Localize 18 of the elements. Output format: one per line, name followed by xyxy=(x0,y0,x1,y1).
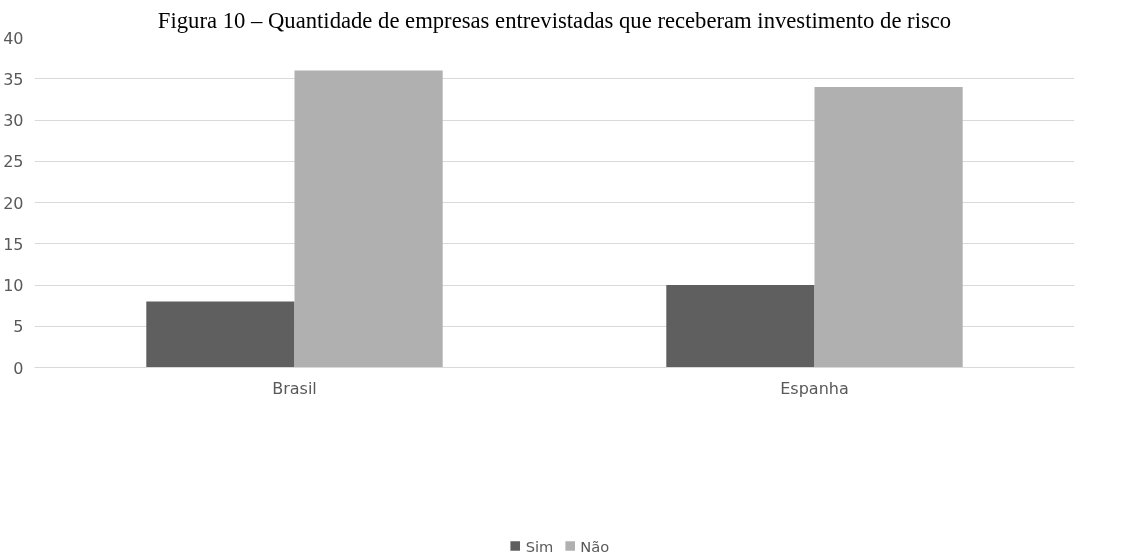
y-tick-label: 15 xyxy=(3,234,24,254)
y-tick-label: 40 xyxy=(3,28,24,48)
y-tick-label: 25 xyxy=(3,152,24,172)
y-tick-label: 35 xyxy=(3,69,24,89)
bar xyxy=(146,301,295,368)
chart-title: Figura 10 – Quantidade de empresas entrevistadas que receberam investimento de risco xyxy=(157,7,952,33)
legend-label: Não xyxy=(580,537,610,555)
bar xyxy=(666,285,815,368)
bar xyxy=(294,70,443,368)
x-tick-label: Brasil xyxy=(272,378,317,398)
y-tick-label: 30 xyxy=(3,111,24,130)
bar xyxy=(814,87,963,368)
y-tick-label: 5 xyxy=(13,317,24,337)
y-tick-label: 20 xyxy=(3,193,24,213)
y-tick-label: 0 xyxy=(13,358,24,378)
x-tick-label: Espanha xyxy=(780,378,849,398)
legend-label: Sim xyxy=(525,537,554,555)
y-tick-label: 10 xyxy=(3,276,24,295)
